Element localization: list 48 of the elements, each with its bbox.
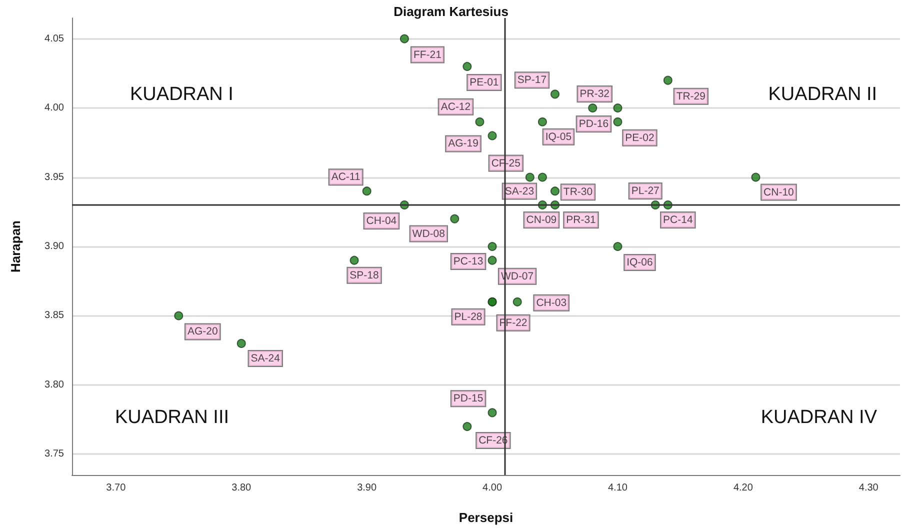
y-tick-label: 3.90: [44, 241, 64, 252]
data-label: PE-02: [625, 132, 654, 144]
y-tick-label: 3.75: [44, 448, 64, 460]
data-label: SP-18: [350, 269, 380, 282]
data-label: PR-31: [566, 214, 596, 226]
data-label: SP-17: [517, 74, 547, 86]
annotation: KUADRAN III: [115, 407, 230, 428]
data-label: CN-09: [526, 214, 557, 226]
y-tick-label: 3.95: [44, 172, 64, 183]
data-label: TR-30: [563, 186, 593, 198]
y-axis-title: Harapan: [8, 220, 23, 273]
annotation: KUADRAN I: [130, 84, 234, 105]
data-label: AC-11: [331, 171, 360, 184]
data-label: PD-16: [578, 118, 609, 130]
y-tick-label: 4.00: [44, 102, 64, 114]
data-label: WD-08: [412, 228, 446, 240]
x-tick-label: 4.30: [858, 482, 879, 494]
y-tick-label: 3.80: [44, 379, 64, 390]
annotation: KUADRAN II: [768, 84, 878, 105]
x-tick-label: 3.70: [106, 482, 126, 494]
data-label: PR-32: [580, 88, 610, 100]
data-label: CH-04: [366, 214, 397, 227]
data-label: PC-13: [453, 256, 484, 268]
data-label: CN-10: [764, 186, 794, 198]
data-label: IQ-05: [545, 130, 572, 143]
data-label: PE-01: [470, 76, 499, 88]
x-tick-label: 3.90: [357, 482, 377, 494]
data-label: AG-20: [187, 326, 218, 338]
data-label: CH-03: [536, 296, 567, 309]
x-tick-label: 4.10: [608, 482, 628, 494]
annotation: KUADRAN IV: [760, 407, 878, 428]
data-label: FF-21: [413, 48, 442, 61]
data-label: PL-27: [631, 184, 660, 197]
data-label: AG-19: [448, 138, 479, 150]
data-label: PL-28: [454, 310, 482, 323]
x-tick-label: 4.00: [482, 482, 502, 494]
x-axis-title: Persepsi: [458, 510, 514, 525]
data-label: TR-29: [676, 90, 706, 102]
x-tick-label: 4.20: [733, 482, 754, 494]
data-label: SA-24: [250, 352, 280, 364]
x-tick-label: 3.80: [232, 482, 252, 494]
chart-title: Diagram Kartesius: [394, 4, 508, 19]
data-label: IQ-06: [626, 256, 654, 268]
y-tick-label: 3.85: [44, 310, 64, 322]
data-label: PD-15: [453, 392, 484, 405]
y-tick-label: 4.05: [44, 33, 64, 44]
data-label: PC-14: [663, 214, 693, 226]
data-label: AC-12: [440, 100, 471, 113]
